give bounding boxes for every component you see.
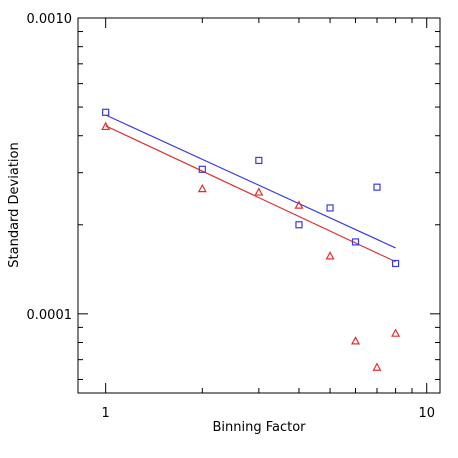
y-axis-label: Standard Deviation bbox=[7, 142, 22, 267]
y-tick-label: 0.0001 bbox=[27, 308, 73, 323]
square-marker bbox=[102, 108, 110, 116]
square-marker bbox=[255, 156, 263, 165]
fit-line-series-2 bbox=[105, 125, 396, 263]
square-marker bbox=[326, 204, 334, 212]
fit-lines bbox=[105, 114, 396, 263]
triangle-marker bbox=[101, 121, 111, 131]
triangle-marker bbox=[294, 200, 304, 209]
triangle-marker bbox=[325, 251, 335, 260]
y-tick-label: 0.0010 bbox=[27, 12, 73, 27]
x-tick-label: 1 bbox=[102, 406, 110, 421]
triangle-marker bbox=[197, 183, 207, 193]
triangle-marker bbox=[372, 362, 382, 371]
triangle-marker bbox=[350, 336, 360, 345]
tick-labels: 1 10 0.0001 0.0010 bbox=[27, 12, 435, 421]
fit-line-series-1 bbox=[105, 114, 396, 249]
triangle-marker bbox=[254, 187, 264, 196]
triangle-marker bbox=[391, 328, 401, 337]
x-axis-label: Binning Factor bbox=[212, 420, 306, 435]
square-marker bbox=[295, 221, 303, 229]
plot-frame bbox=[77, 17, 441, 394]
axis-ticks bbox=[78, 17, 440, 393]
square-marker bbox=[351, 238, 360, 246]
square-marker bbox=[198, 165, 206, 173]
data-markers bbox=[101, 108, 401, 371]
square-marker bbox=[391, 259, 400, 268]
square-marker bbox=[373, 183, 381, 191]
x-tick-label: 10 bbox=[418, 406, 435, 421]
